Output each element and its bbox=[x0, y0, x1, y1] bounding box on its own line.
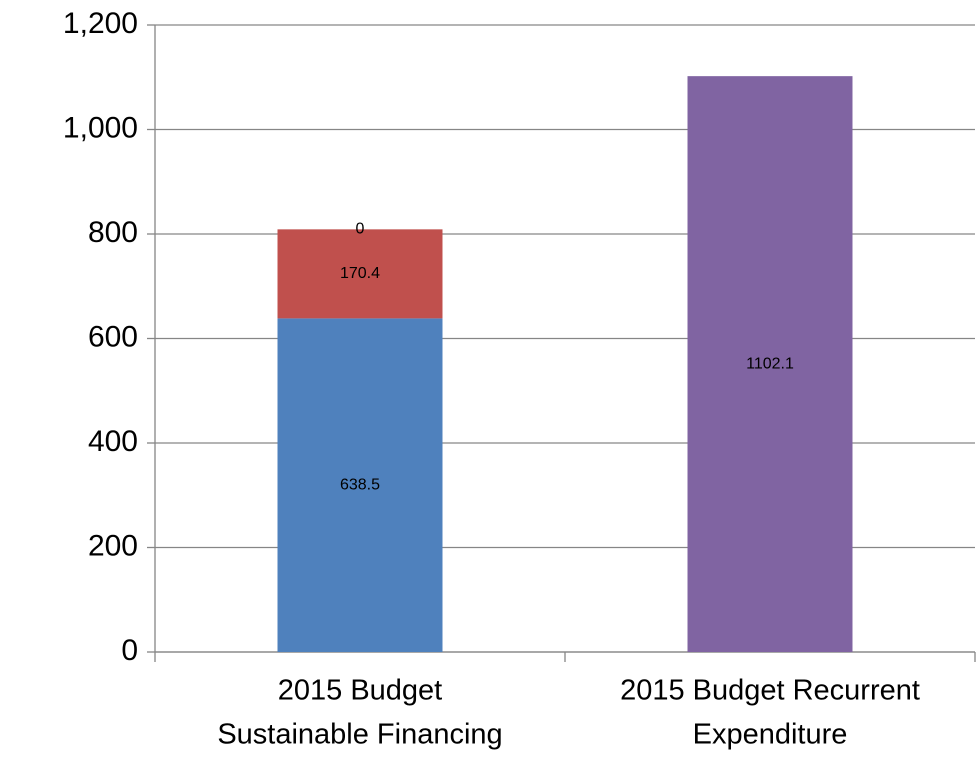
x-tick-label: Sustainable Financing bbox=[217, 719, 502, 751]
y-tick-label: 1,000 bbox=[63, 111, 138, 144]
data-label: 170.4 bbox=[340, 265, 380, 282]
bar-segment bbox=[687, 76, 853, 652]
y-tick-label: 600 bbox=[88, 320, 138, 353]
x-tick-label: Expenditure bbox=[693, 719, 848, 751]
x-tick-label: 2015 Budget Recurrent bbox=[620, 675, 920, 707]
x-tick-label: 2015 Budget bbox=[278, 675, 442, 707]
y-tick-label: 800 bbox=[88, 216, 138, 249]
data-label: 0 bbox=[356, 221, 365, 238]
bar-segment bbox=[277, 318, 443, 652]
y-tick-label: 200 bbox=[88, 529, 138, 562]
y-tick-label: 0 bbox=[121, 634, 138, 667]
data-label: 1102.1 bbox=[746, 355, 794, 372]
y-tick-label: 1,200 bbox=[63, 7, 138, 40]
bar-segment bbox=[277, 229, 443, 319]
data-label: 638.5 bbox=[340, 476, 380, 493]
y-tick-label: 400 bbox=[88, 425, 138, 458]
